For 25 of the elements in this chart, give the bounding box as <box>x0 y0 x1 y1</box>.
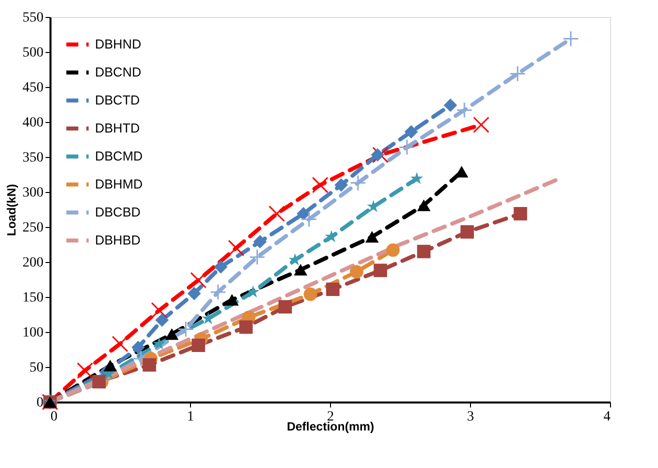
legend-label: DBHTD <box>95 120 140 136</box>
legend-label: DBHND <box>95 36 142 52</box>
y-tick-label: 50 <box>30 360 44 376</box>
y-tick-label: 350 <box>22 150 44 166</box>
y-tick-label: 0 <box>36 396 44 410</box>
y-tick-label: 550 <box>22 10 44 26</box>
y-tick-label: 100 <box>22 326 44 340</box>
x-tick-label: 4 <box>604 410 610 424</box>
y-tick-label: 150 <box>22 290 44 306</box>
x-tick-label: 1 <box>187 410 194 424</box>
x-tick-label: 3 <box>467 410 474 424</box>
y-tick-label: 450 <box>22 80 44 96</box>
legend-label: DBCBD <box>95 204 141 220</box>
legend-label: DBCMD <box>95 148 143 164</box>
y-tick-label: 200 <box>22 256 44 270</box>
y-axis-title: Load(kN) <box>4 184 18 236</box>
y-tick-label: 300 <box>22 186 44 200</box>
legend-label: DBHBD <box>95 232 141 248</box>
y-tick-label: 400 <box>22 116 44 130</box>
legend-label: DBHMD <box>95 176 143 192</box>
y-tick-label: 250 <box>22 220 44 236</box>
y-tick-label: 500 <box>22 46 44 60</box>
x-tick-label: 0 <box>50 410 58 424</box>
legend-label: DBCND <box>95 64 142 80</box>
legend-label: DBCTD <box>95 92 140 108</box>
